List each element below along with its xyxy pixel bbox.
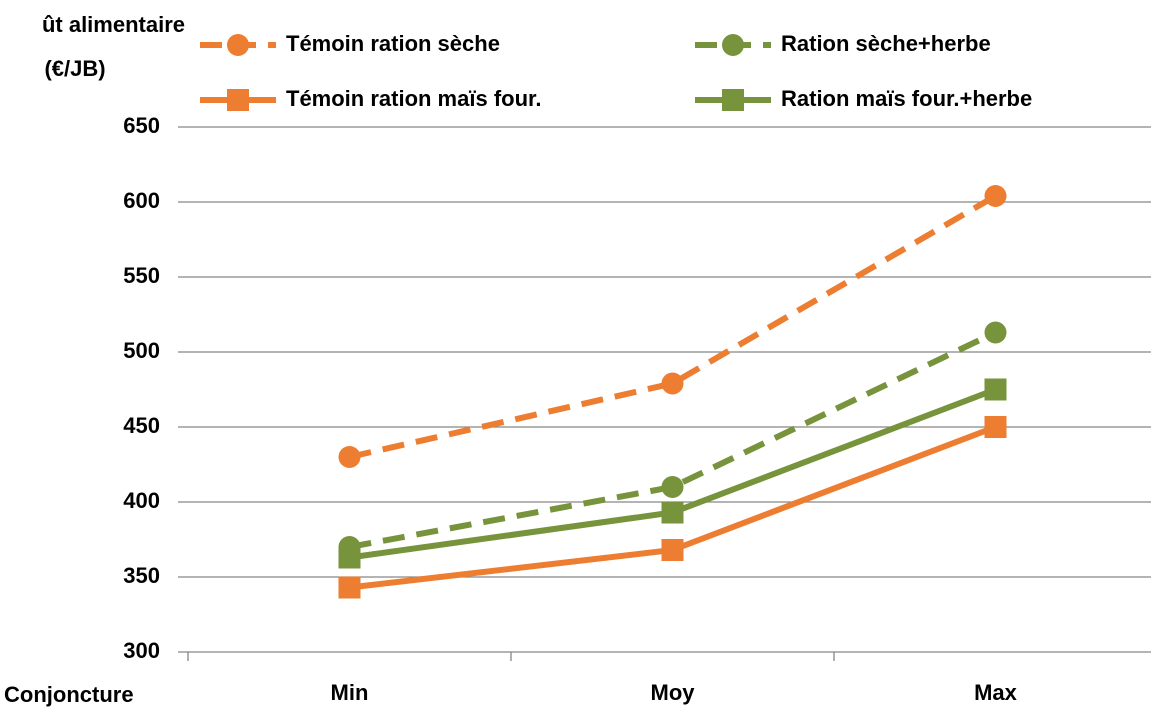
legend-marker (722, 89, 744, 111)
x-tick-label: Max (974, 680, 1018, 705)
y-axis-label: (€/JB) (44, 56, 105, 81)
data-point (338, 546, 361, 569)
data-point (661, 539, 684, 561)
data-point (338, 576, 361, 599)
legend-label: Témoin ration maïs four. (286, 86, 541, 111)
data-point (984, 185, 1007, 207)
y-tick-label: 400 (123, 488, 160, 513)
y-tick-label: 550 (123, 263, 160, 288)
series-line (348, 329, 997, 550)
y-axis-label: ût alimentaire (42, 12, 185, 37)
y-tick-label: 650 (123, 113, 160, 138)
y-tick-label: 600 (123, 188, 160, 213)
data-point (661, 372, 684, 395)
y-tick-label: 500 (123, 338, 160, 363)
legend-label: Témoin ration sèche (286, 31, 500, 56)
data-point (661, 501, 684, 524)
legend-label: Ration maïs four.+herbe (781, 86, 1032, 111)
data-point (661, 476, 684, 498)
y-tick-label: 300 (123, 638, 160, 663)
y-tick-label: 450 (123, 413, 160, 438)
x-tick-label: Moy (651, 680, 696, 705)
legend-marker (227, 89, 249, 111)
legend-marker (722, 34, 744, 56)
x-axis-label: Conjoncture (4, 682, 134, 707)
series-line (348, 193, 998, 460)
series-line (349, 386, 997, 561)
x-tick-label: Min (331, 680, 369, 705)
y-tick-label: 350 (123, 563, 160, 588)
data-point (984, 416, 1007, 438)
legend-label: Ration sèche+herbe (781, 31, 991, 56)
data-point (984, 378, 1007, 401)
data-point (338, 446, 361, 468)
data-point (984, 321, 1007, 344)
legend-marker (227, 34, 249, 56)
